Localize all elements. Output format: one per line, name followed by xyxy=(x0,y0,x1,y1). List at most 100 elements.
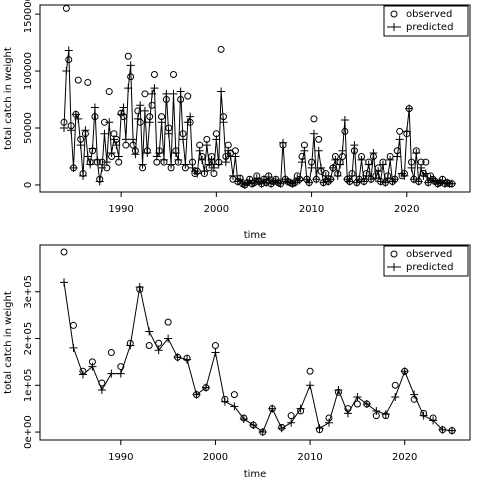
point-marker xyxy=(325,418,334,427)
point-marker xyxy=(184,92,192,100)
point-marker xyxy=(150,84,159,93)
point-marker xyxy=(62,4,70,12)
point-marker xyxy=(133,114,142,123)
point-marker xyxy=(121,135,130,144)
point-marker xyxy=(326,175,335,184)
point-marker xyxy=(419,411,428,420)
point-marker xyxy=(331,155,340,164)
point-marker xyxy=(340,116,349,125)
point-marker xyxy=(421,169,430,178)
point-marker xyxy=(336,160,345,169)
x-tick-label: 1990 xyxy=(108,452,133,463)
point-marker xyxy=(74,76,82,84)
point-marker xyxy=(400,367,409,376)
point-marker xyxy=(290,178,299,187)
y-tick-label: 0 xyxy=(23,182,34,188)
point-marker xyxy=(69,343,78,352)
point-marker xyxy=(198,155,207,164)
point-marker xyxy=(386,155,395,164)
y-tick-label: 3e+05 xyxy=(23,275,34,309)
point-marker xyxy=(71,110,80,119)
point-marker xyxy=(315,424,324,433)
point-marker xyxy=(105,118,114,127)
point-marker xyxy=(231,152,240,161)
point-marker xyxy=(95,177,104,186)
point-marker xyxy=(159,155,168,164)
point-marker xyxy=(396,127,404,135)
point-marker xyxy=(86,160,95,169)
point-marker xyxy=(145,342,153,350)
point-marker xyxy=(402,127,411,136)
legend-box xyxy=(383,5,469,37)
point-marker xyxy=(124,84,133,93)
series-line xyxy=(63,282,453,433)
point-marker xyxy=(167,160,176,169)
point-marker xyxy=(333,171,342,180)
point-marker xyxy=(117,110,126,119)
point-marker xyxy=(319,178,328,187)
y-tick-label: 1e+05 xyxy=(23,368,34,402)
point-marker xyxy=(376,177,385,186)
point-marker xyxy=(169,70,177,78)
point-marker xyxy=(69,163,78,172)
point-marker xyxy=(429,416,438,425)
point-marker xyxy=(424,178,433,187)
point-marker xyxy=(378,160,387,169)
point-marker xyxy=(148,89,157,98)
point-marker xyxy=(211,342,219,350)
point-marker xyxy=(78,370,87,379)
point-marker xyxy=(105,88,113,96)
point-marker xyxy=(343,409,352,418)
point-marker xyxy=(107,349,115,357)
point-marker xyxy=(305,178,314,187)
point-marker xyxy=(217,87,226,96)
legend-label: observed xyxy=(406,249,452,260)
point-marker xyxy=(192,390,201,399)
point-marker xyxy=(126,341,135,350)
point-marker xyxy=(334,385,343,394)
point-marker xyxy=(353,400,361,408)
point-marker xyxy=(306,381,315,390)
point-marker xyxy=(355,175,364,184)
point-marker xyxy=(276,179,285,188)
point-marker xyxy=(109,135,118,144)
point-marker xyxy=(155,149,164,158)
point-marker xyxy=(107,149,116,158)
point-marker xyxy=(169,89,178,98)
point-marker xyxy=(448,179,457,188)
point-marker xyxy=(116,369,125,378)
point-marker xyxy=(383,174,392,183)
plot-box xyxy=(39,4,471,193)
y-tick-label: 0e+00 xyxy=(23,415,34,449)
point-marker xyxy=(407,163,416,172)
legend-label: predicted xyxy=(406,262,453,273)
point-marker xyxy=(287,412,295,420)
legend-marker xyxy=(390,250,398,258)
point-marker xyxy=(317,163,326,172)
point-marker xyxy=(83,152,92,161)
point-marker xyxy=(93,155,102,164)
point-marker xyxy=(236,175,245,184)
point-marker xyxy=(268,404,277,413)
point-marker xyxy=(374,167,383,176)
point-marker xyxy=(362,171,371,180)
point-marker xyxy=(357,155,366,164)
point-marker xyxy=(249,421,258,430)
point-marker xyxy=(201,383,210,392)
point-marker xyxy=(369,149,378,158)
point-marker xyxy=(88,144,97,153)
point-marker xyxy=(117,363,125,371)
point-marker xyxy=(278,138,287,147)
point-marker xyxy=(186,112,195,121)
point-marker xyxy=(207,155,216,164)
point-marker xyxy=(381,178,390,187)
point-marker xyxy=(295,176,304,185)
point-marker xyxy=(131,150,140,159)
point-marker xyxy=(209,163,218,172)
point-marker xyxy=(205,160,214,169)
point-marker xyxy=(98,163,107,172)
point-marker xyxy=(183,355,192,364)
point-marker xyxy=(145,118,154,127)
point-marker xyxy=(321,171,330,180)
point-marker xyxy=(390,175,399,184)
